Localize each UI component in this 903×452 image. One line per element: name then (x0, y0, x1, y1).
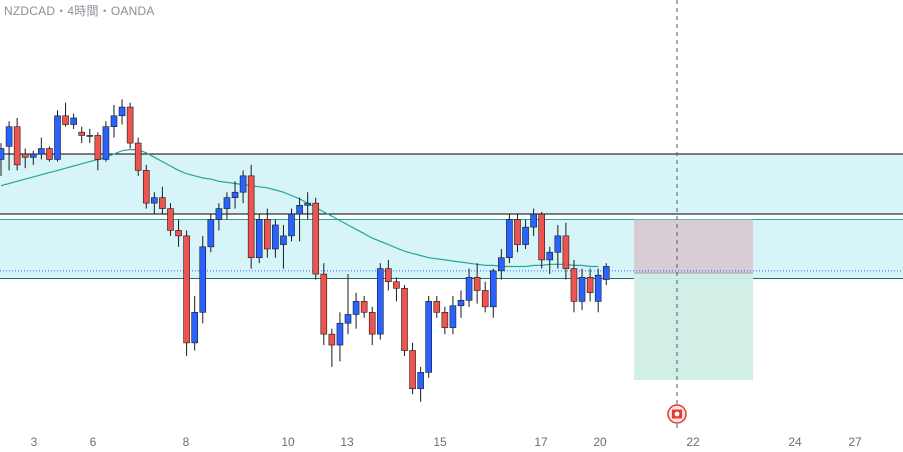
candle-up (215, 208, 223, 220)
candle-up (594, 274, 602, 302)
candle-down (409, 350, 416, 390)
candle-up (54, 115, 61, 160)
candle-down (21, 153, 29, 158)
candle-up (344, 314, 352, 324)
candle-up (151, 197, 158, 204)
candle-up (272, 224, 279, 250)
candle-up (304, 202, 311, 206)
candle-down (514, 219, 521, 245)
candle-up (280, 235, 287, 245)
x-tick-label: 10 (281, 435, 295, 449)
candle-up (239, 175, 247, 193)
candle-up (199, 246, 207, 313)
candle-down (312, 202, 320, 275)
candle-up (578, 277, 586, 302)
candle-down (167, 208, 174, 231)
x-tick-label: 15 (433, 435, 447, 449)
candle-down (159, 197, 166, 209)
candle-up (110, 115, 118, 128)
zone-fill-1 (0, 154, 903, 215)
chart-title: NZDCAD・4時間・OANDA (4, 4, 155, 18)
candle-up (457, 299, 465, 307)
candle-up (118, 106, 126, 117)
candle-down (385, 268, 392, 283)
candle-down (538, 213, 545, 261)
candle-down (94, 135, 102, 160)
candle-down (320, 273, 328, 335)
candle-down (13, 126, 21, 166)
candle-down (360, 301, 368, 313)
candle-down (433, 301, 441, 313)
candle-down (134, 142, 142, 171)
candle-up (554, 235, 562, 253)
candle-down (328, 333, 336, 346)
position-reward-area[interactable] (634, 273, 753, 380)
x-tick-label: 17 (534, 435, 548, 449)
candle-up (530, 213, 537, 228)
candle-up (602, 266, 610, 280)
candle-down (481, 290, 489, 308)
candle-up (506, 219, 513, 259)
candle-down (393, 281, 400, 289)
candle-up (288, 213, 295, 237)
candle-up (296, 205, 303, 215)
candle-up (5, 126, 13, 147)
candle-up (191, 312, 198, 344)
candle-down (126, 106, 134, 144)
candle-down (368, 312, 376, 335)
candle-up (336, 322, 344, 346)
zone-fill-2 (0, 219, 903, 279)
candle-down (264, 219, 271, 250)
candle-down (175, 230, 182, 237)
candle-up (29, 153, 37, 158)
candle-up (376, 268, 384, 335)
candle-up (231, 191, 239, 198)
candle-down (401, 287, 408, 351)
candle-up (70, 117, 77, 125)
x-tick-label: 22 (686, 435, 700, 449)
candle-up (417, 372, 424, 390)
position-risk-area[interactable] (634, 219, 753, 274)
candle-down (441, 312, 449, 328)
candle-down (473, 277, 481, 291)
candle-up (546, 251, 554, 261)
x-tick-label: 24 (788, 435, 802, 449)
candle-down (562, 235, 570, 269)
candle-up (207, 219, 215, 248)
candle-down (62, 115, 69, 125)
x-tick-label: 8 (183, 435, 190, 449)
x-tick-label: 3 (31, 435, 38, 449)
x-tick-label: 13 (340, 435, 354, 449)
candle-up (86, 135, 94, 137)
candle-down (142, 170, 150, 204)
candle-up (489, 270, 497, 308)
x-tick-label: 27 (848, 435, 862, 449)
candle-up (223, 197, 231, 209)
candle-down (78, 131, 85, 136)
candle-up (465, 277, 473, 301)
candle-up (38, 148, 45, 155)
candle-down (247, 175, 255, 259)
candle-up (425, 301, 433, 373)
candle-up (0, 148, 5, 160)
flag-icon-leaf (674, 411, 680, 417)
x-tick-label: 20 (593, 435, 607, 449)
candle-up (449, 305, 457, 328)
candle-down (570, 268, 578, 302)
candle-up (522, 226, 529, 245)
candle-down (183, 235, 190, 344)
candle-down (586, 277, 594, 293)
candle-up (102, 126, 110, 160)
x-tick-label: 6 (90, 435, 97, 449)
candle-up (498, 257, 505, 272)
candle-down (46, 148, 53, 160)
candle-up (255, 219, 263, 259)
candle-up (352, 301, 360, 315)
